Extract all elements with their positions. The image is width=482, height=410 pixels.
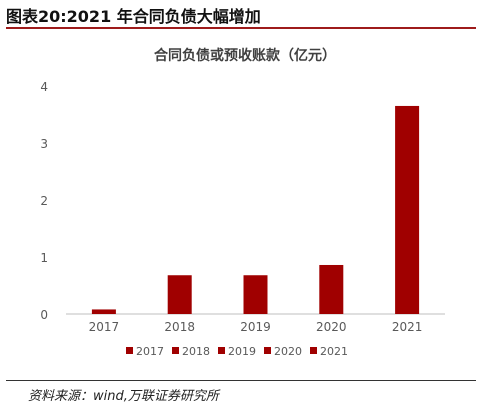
y-axis: 0 1 2 3 4 [40, 80, 48, 322]
bar-2020 [319, 264, 344, 314]
chart-title: 合同负债或预收账款（亿元） [154, 47, 336, 64]
source-note: 资料来源：wind,万联证券研究所 [28, 389, 219, 404]
legend-label: 2019 [228, 345, 256, 358]
title-underline [6, 27, 476, 29]
source-divider [6, 380, 476, 381]
legend-swatch [310, 347, 317, 354]
legend-swatch [172, 347, 179, 354]
x-tick-label: 2019 [240, 320, 271, 334]
x-tick-label: 2021 [392, 320, 423, 334]
y-tick-label: 1 [40, 251, 48, 265]
bar-2019 [243, 275, 268, 314]
bar-2018 [167, 275, 192, 314]
y-tick-label: 2 [40, 194, 48, 208]
legend-swatch [218, 347, 225, 354]
legend-label: 2017 [136, 345, 164, 358]
bar-series [91, 105, 420, 314]
x-axis-tick-labels: 2017 2018 2019 2020 2021 [89, 320, 423, 334]
legend-label: 2021 [320, 345, 348, 358]
legend-label: 2020 [274, 345, 302, 358]
figure-title: 图表20:2021 年合同负债大幅增加 [6, 7, 261, 26]
legend-swatch [264, 347, 271, 354]
bar-2017 [91, 309, 116, 314]
y-tick-label: 4 [40, 80, 48, 94]
x-tick-label: 2018 [164, 320, 195, 334]
y-tick-label: 3 [40, 137, 48, 151]
y-tick-label: 0 [40, 308, 48, 322]
legend-label: 2018 [182, 345, 210, 358]
bar-2021 [395, 105, 420, 314]
legend: 2017 2018 2019 2020 2021 [126, 345, 348, 358]
x-tick-label: 2020 [316, 320, 347, 334]
legend-swatch [126, 347, 133, 354]
x-tick-label: 2017 [89, 320, 120, 334]
